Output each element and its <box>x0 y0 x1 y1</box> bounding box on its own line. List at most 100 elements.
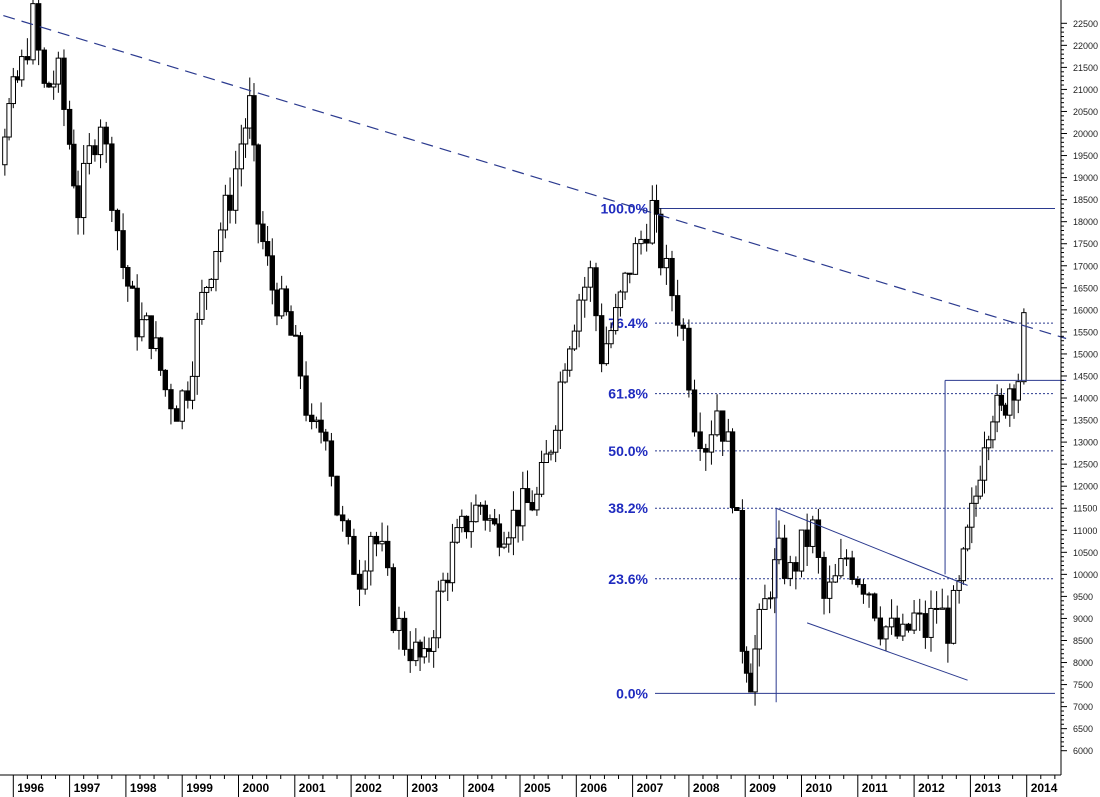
candle-down <box>260 223 266 243</box>
candle-down <box>134 287 140 338</box>
candle-down <box>373 535 380 545</box>
candle-down <box>407 648 413 662</box>
y-tick-label: 10000 <box>1073 570 1098 580</box>
candle-up <box>985 439 992 449</box>
candle-down <box>922 613 929 638</box>
y-tick-label: 12500 <box>1073 460 1098 470</box>
candle-down <box>125 267 131 287</box>
fibonacci-levels: 100.0%76.4%61.8%50.0%38.2%23.6%0.0% <box>601 200 1055 701</box>
candle-up <box>762 598 768 610</box>
y-tick-label: 18500 <box>1073 195 1098 205</box>
candle-down <box>933 607 940 610</box>
candle-up <box>562 369 568 383</box>
candle-down <box>477 504 484 507</box>
y-tick-label: 14000 <box>1073 394 1098 404</box>
candle-up <box>435 590 442 639</box>
y-tick-label: 22000 <box>1073 41 1098 51</box>
candle-down <box>283 288 290 313</box>
candle-down <box>515 509 521 527</box>
candle-down <box>998 394 1005 406</box>
candle-up <box>1015 381 1021 401</box>
candle-up <box>242 127 249 145</box>
candle-down <box>739 509 746 652</box>
candle-down <box>729 431 736 509</box>
candle-up <box>557 381 564 431</box>
candle-up <box>6 103 12 138</box>
long-term-downtrend <box>0 13 1067 340</box>
trendlines <box>0 13 1067 703</box>
y-tick-label: 21500 <box>1073 63 1098 73</box>
candle-up <box>990 421 996 441</box>
x-axis: 9519961997199819992000200120022003200420… <box>0 774 1061 797</box>
y-tick-label: 19500 <box>1073 151 1098 161</box>
candle-up <box>396 617 402 631</box>
candle-up <box>534 493 540 511</box>
y-tick-label: 11000 <box>1073 526 1097 536</box>
candle-up <box>548 451 554 455</box>
candle-down <box>173 408 180 422</box>
candle-up <box>449 541 456 584</box>
y-tick-label: 19000 <box>1073 173 1098 183</box>
y-axis: 6000 6500 7000 7500 8000 8500 9000 9500 10000 105… <box>1060 0 1098 775</box>
candle-down <box>894 617 900 637</box>
candle-up <box>473 504 479 523</box>
candle-up <box>613 307 619 332</box>
candlestick-series <box>2 0 1027 706</box>
y-tick-label: 20000 <box>1073 129 1098 139</box>
candle-up <box>756 608 762 650</box>
candle-down <box>491 518 498 525</box>
candle-up <box>238 143 245 170</box>
candle-up <box>313 419 320 423</box>
candle-down <box>75 185 81 219</box>
candle-down <box>793 562 799 572</box>
candle-up <box>179 390 185 422</box>
candle-up <box>86 145 93 164</box>
candle-down <box>686 327 692 391</box>
x-tick-label: 2011 <box>862 781 888 795</box>
candle-down <box>109 143 115 211</box>
candle-down <box>529 502 535 511</box>
candle-up <box>663 257 670 269</box>
candle-up <box>501 543 507 548</box>
candle-down <box>251 95 257 146</box>
candle-down <box>401 617 408 650</box>
candle-up <box>571 330 578 350</box>
candle-up <box>973 495 979 504</box>
candle-up <box>608 330 614 345</box>
candle-up <box>143 315 150 321</box>
candle-down <box>185 390 191 401</box>
candle-down <box>524 488 531 504</box>
candle-down <box>945 607 951 644</box>
candle-down <box>734 507 740 511</box>
candle-down <box>877 617 884 640</box>
x-tick-label: 1998 <box>130 781 157 795</box>
candle-down <box>157 337 164 371</box>
candle-down <box>351 535 357 575</box>
candle-up <box>208 278 214 289</box>
candle-up <box>911 612 917 631</box>
x-tick-label: 2003 <box>411 781 438 795</box>
candle-up <box>832 575 838 583</box>
candle-down <box>255 144 261 225</box>
candle-down <box>463 515 470 533</box>
fib-label: 61.8% <box>608 386 648 402</box>
candle-up <box>866 593 872 596</box>
candle-up <box>379 540 385 545</box>
candle-down <box>482 504 488 521</box>
candle-up <box>1021 312 1027 383</box>
y-tick-label: 11500 <box>1073 504 1097 514</box>
y-tick-label: 6000 <box>1073 746 1093 756</box>
candle-down <box>384 540 391 569</box>
fib-label: 100.0% <box>601 200 649 216</box>
channel-upper <box>775 507 968 586</box>
candle-up <box>622 272 628 293</box>
candle-up <box>964 526 971 550</box>
candle-up <box>487 518 493 521</box>
candle-up <box>843 557 850 560</box>
candle-up <box>708 434 715 453</box>
candle-up <box>772 559 778 599</box>
y-tick-label: 16000 <box>1073 305 1098 315</box>
candle-up <box>838 558 844 577</box>
x-tick-label: 2007 <box>637 781 664 795</box>
candle-up <box>139 319 145 338</box>
